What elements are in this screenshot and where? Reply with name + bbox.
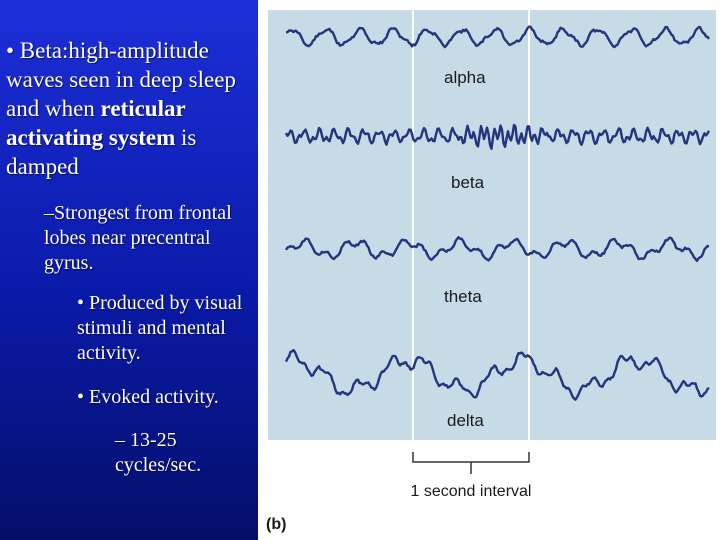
waveform-panel [268,10,716,440]
bullet-beta-waves: • Beta:high-amplitude waves seen in deep… [6,36,256,181]
eeg-figure: alpha beta theta delta 1 second interval… [258,0,720,540]
wave-label-theta: theta [444,287,482,306]
bullet-evoked-activity: • Evoked activity. [77,386,219,408]
bullet-1-prefix: • Beta:high-amplitude waves seen in deep… [6,38,236,121]
panel-label: (b) [266,516,286,533]
waveforms [284,25,711,401]
waveform-delta [284,348,710,401]
interval-bracket [412,452,530,474]
sub-bullet-frontal-lobes: –Strongest from frontal lobes near prece… [44,202,232,274]
wave-label-alpha: alpha [444,68,486,87]
bullet-visual-stimuli: • Produced by visual stimuli and mental … [77,292,243,364]
waveform-theta [284,236,710,263]
bullet-1-suffix: is damped [6,125,197,179]
sub-bullet-cycles: – 13-25 cycles/sec. [115,429,202,476]
bullet-1-bold: reticular activating system [6,96,186,150]
waveform-beta [284,123,711,150]
waveform-alpha [285,25,710,49]
eeg-figure-svg: alpha beta theta delta 1 second interval… [266,10,716,533]
interval-label: 1 second interval [411,483,532,500]
wave-label-beta: beta [451,173,485,192]
wave-label-delta: delta [447,411,484,430]
